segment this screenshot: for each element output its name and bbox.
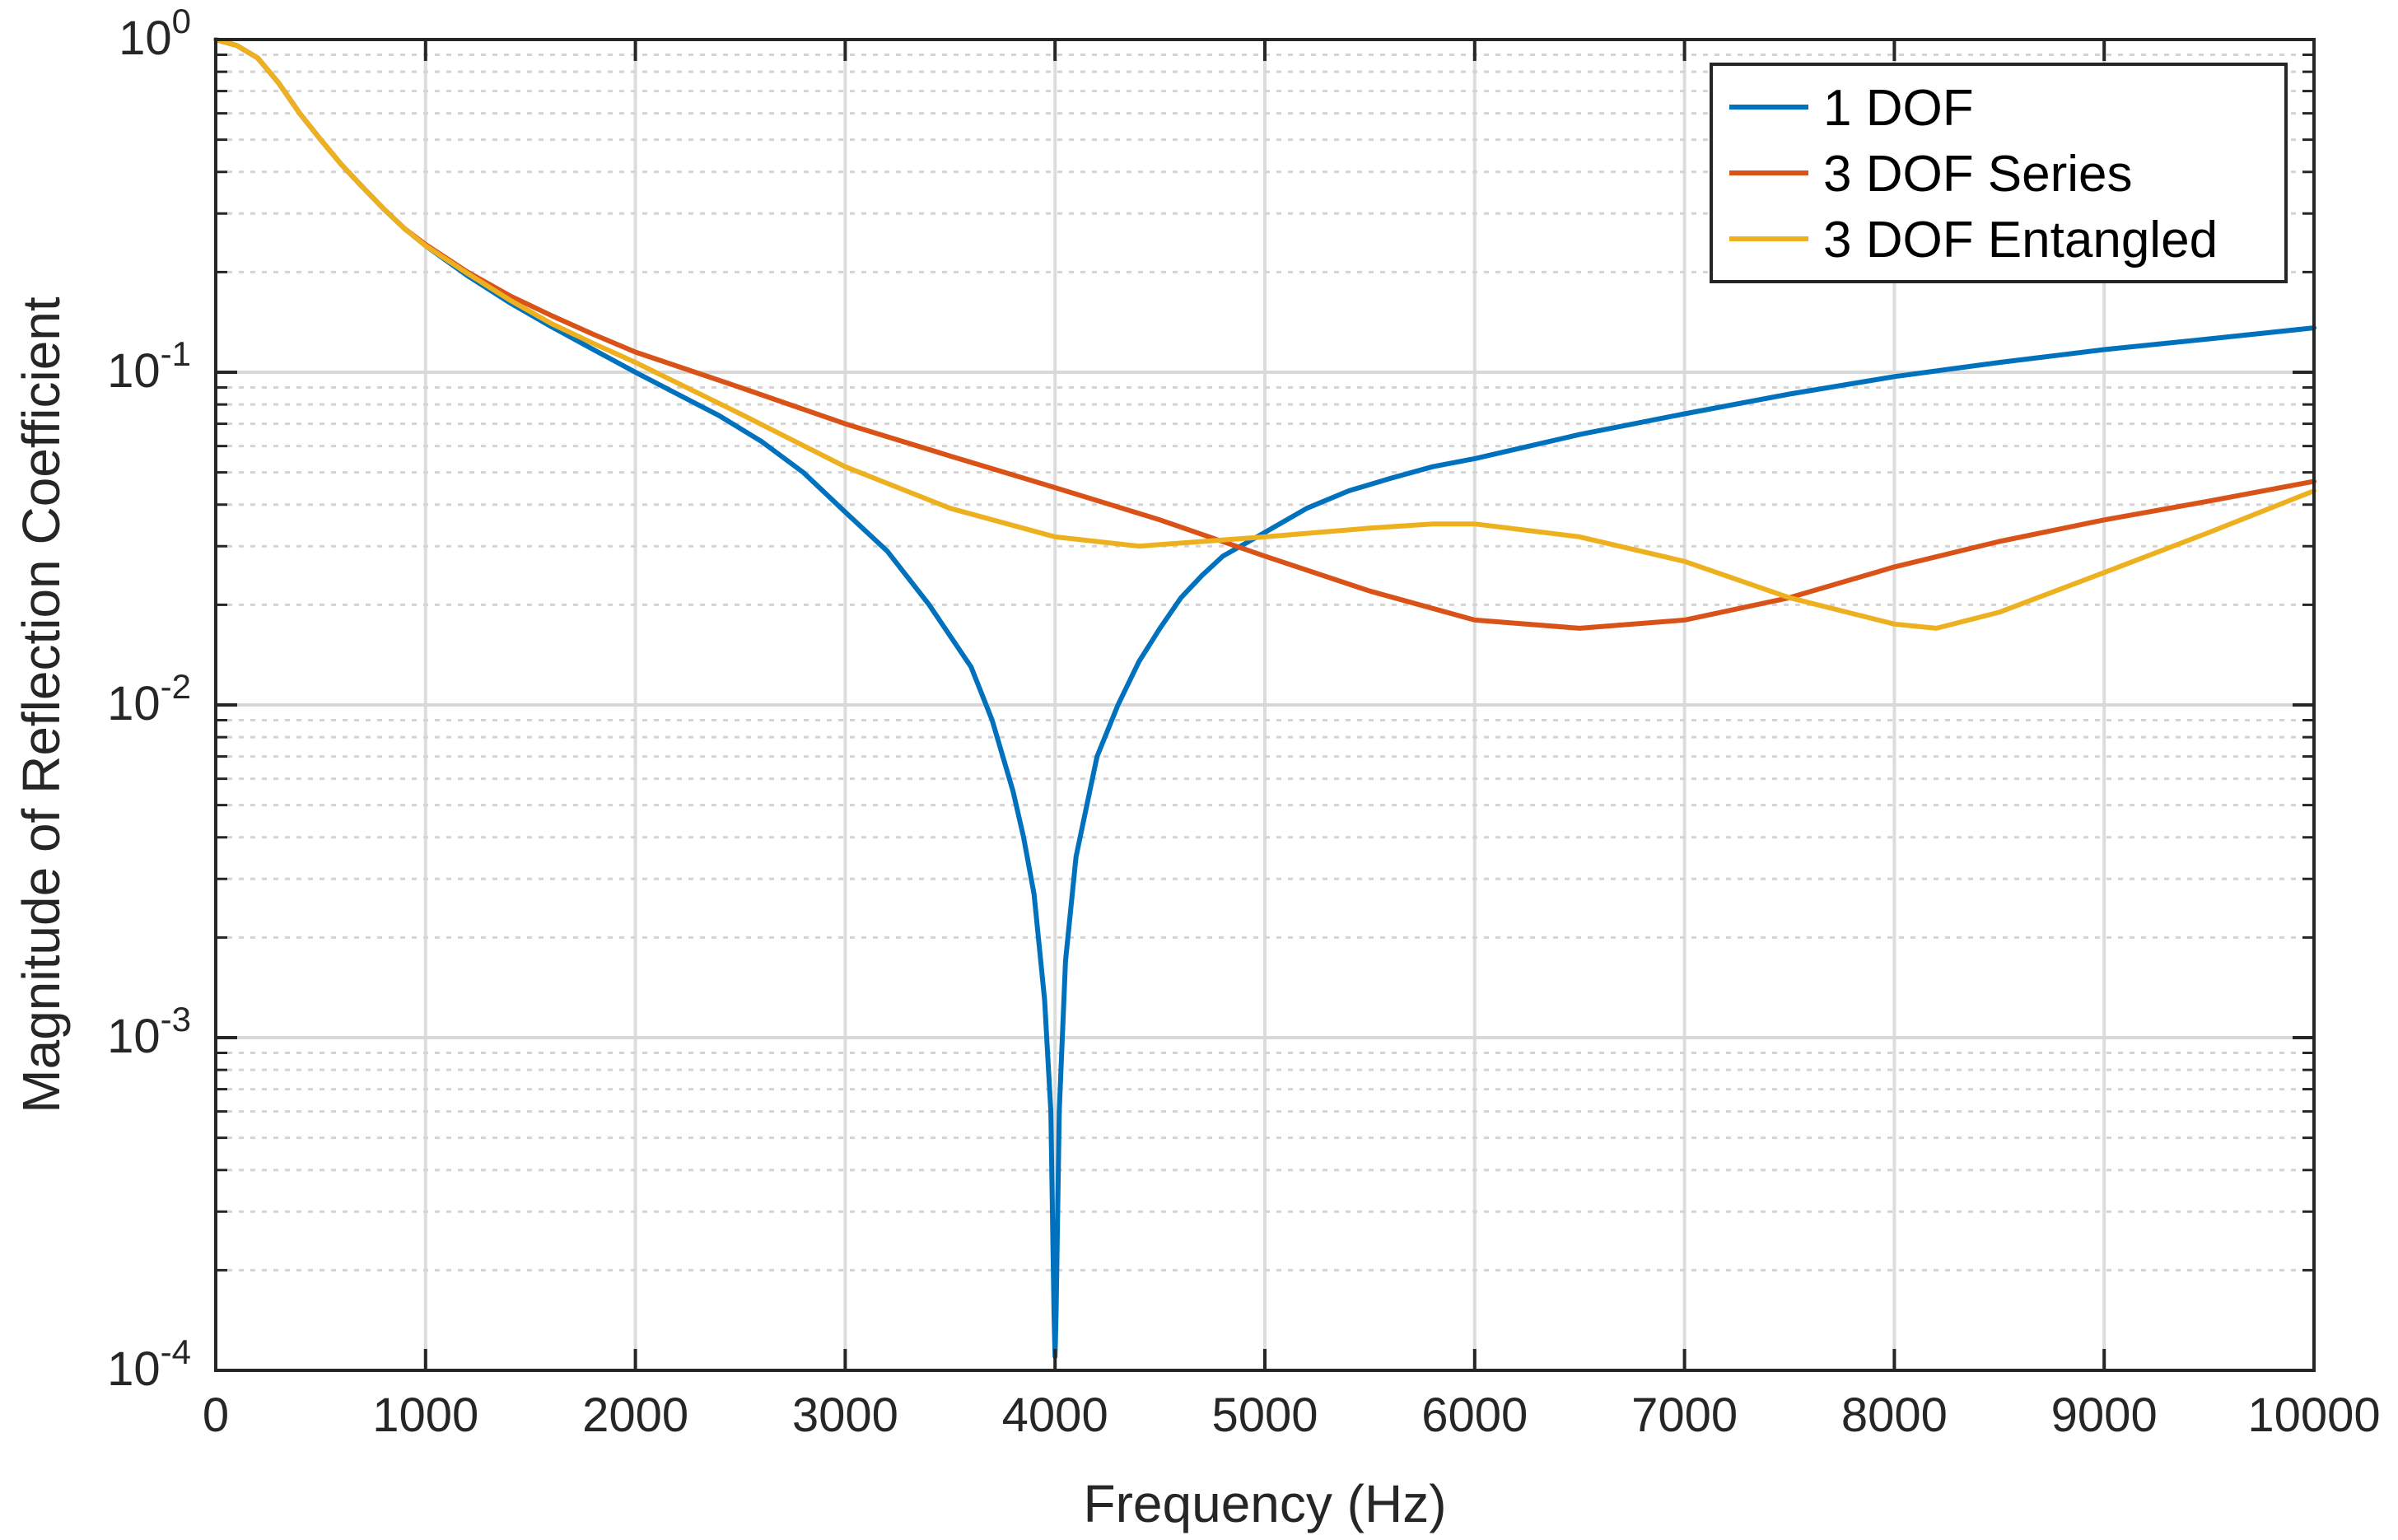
x-tick-label: 4000	[1002, 1388, 1108, 1442]
y-tick-label: 10-4	[107, 1332, 191, 1396]
series-line-3-dof-entangled	[213, 37, 2316, 631]
x-tick-label: 2000	[582, 1388, 688, 1442]
legend-label: 3 DOF Entangled	[1823, 212, 2218, 268]
y-tick-label: 100	[119, 2, 191, 65]
axis-ticks	[214, 38, 2316, 1372]
x-tick-label: 8000	[1841, 1388, 1948, 1442]
legend: 1 DOF 3 DOF Series 3 DOF Entangled	[1710, 63, 2288, 283]
data-series	[213, 37, 2316, 1360]
legend-label: 3 DOF Series	[1823, 146, 2133, 203]
x-tick-label: 3000	[792, 1388, 898, 1442]
y-tick-label: 10-2	[107, 667, 191, 730]
grid-lines	[216, 40, 2314, 1370]
x-tick-labels: 0 1000 2000 3000 4000 5000 6000 7000 8000 9000 100…	[203, 1388, 2381, 1442]
y-tick-label: 10-1	[107, 334, 191, 398]
x-tick-label: 10000	[2247, 1388, 2380, 1442]
y-tick-label: 10-3	[107, 1000, 191, 1063]
x-tick-label: 1000	[372, 1388, 478, 1442]
x-tick-label: 7000	[1631, 1388, 1738, 1442]
x-tick-label: 5000	[1211, 1388, 1318, 1442]
x-tick-label: 6000	[1421, 1388, 1528, 1442]
y-axis-title: Magnitude of Reflection Coefficient	[12, 296, 71, 1113]
x-axis-title: Frequency (Hz)	[1084, 1474, 1447, 1533]
legend-label: 1 DOF	[1823, 80, 1974, 137]
legend-entries: 1 DOF 3 DOF Series 3 DOF Entangled	[1729, 80, 2218, 268]
x-tick-label: 9000	[2051, 1388, 2158, 1442]
y-tick-labels: 100 10-1 10-2 10-3 10-4	[107, 2, 191, 1396]
x-tick-label: 0	[203, 1388, 229, 1442]
